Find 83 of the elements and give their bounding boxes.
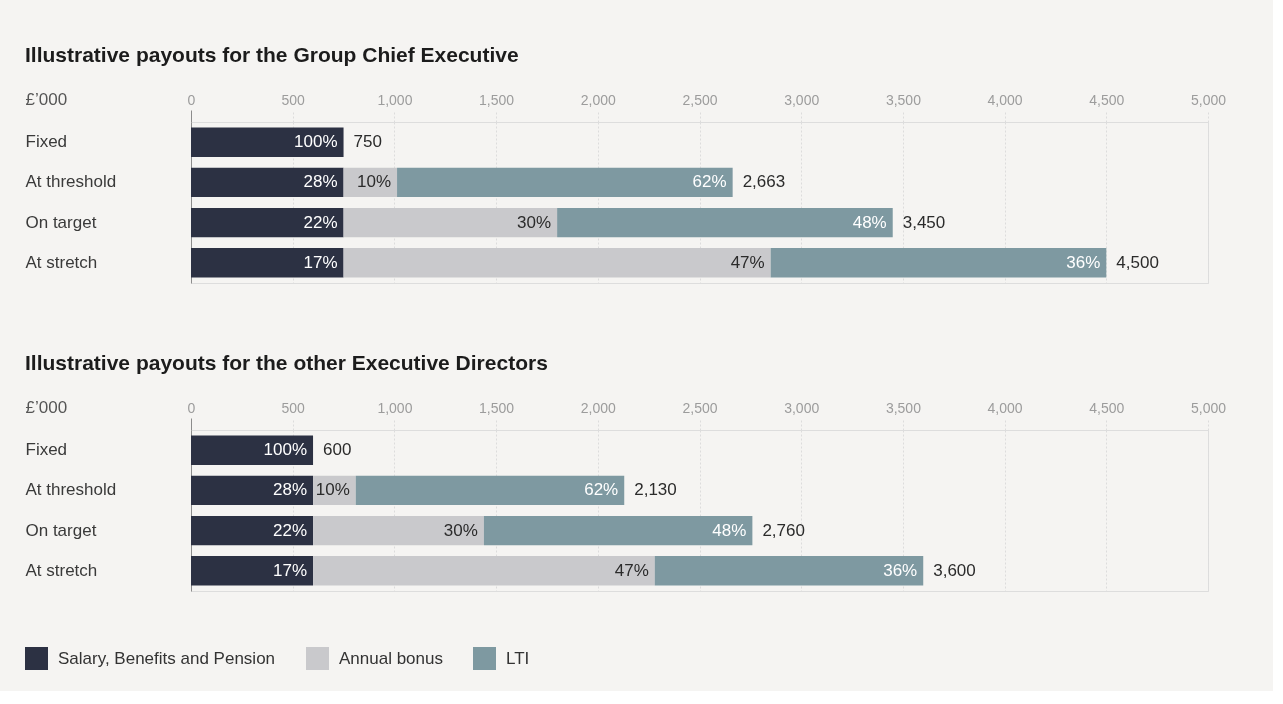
total-label: 600 (323, 440, 352, 460)
x-tick-label: 3,500 (885, 399, 922, 416)
total-label: 750 (353, 132, 382, 152)
chart-title: Illustrative payouts for the other Executive Directors (25, 351, 548, 374)
bar (483, 515, 753, 546)
annotation: 47% (730, 252, 765, 272)
annotation: 28% (303, 172, 338, 192)
bar (355, 475, 625, 506)
bar (191, 515, 314, 546)
x-tick-label: 2,000 (580, 91, 617, 108)
x-tick-label: 5,000 (1190, 91, 1227, 108)
annotation: 10% (315, 480, 350, 500)
x-tick-label: 3,500 (885, 91, 922, 108)
bar (191, 248, 344, 278)
y-tick-label: Fixed (25, 440, 68, 460)
legend-label: LTI (506, 648, 530, 668)
annotation: 28% (273, 480, 308, 500)
y-tick-label: On target (25, 212, 97, 232)
bar (191, 167, 344, 198)
x-tick-label: 2,000 (580, 399, 617, 416)
bar (191, 435, 314, 465)
annotation: 36% (1066, 252, 1101, 272)
annotation: 17% (303, 252, 338, 272)
bar (191, 556, 314, 586)
annotation: 62% (584, 480, 619, 500)
annotation: 17% (273, 560, 308, 580)
annotation: 100% (263, 440, 308, 460)
x-tick-label: 3,000 (784, 399, 820, 416)
annotation: 100% (294, 132, 338, 152)
x-axis-title: £’000 (25, 89, 68, 109)
x-tick-label: 0 (187, 399, 196, 416)
annotation: 22% (303, 212, 338, 232)
total-label: 2,130 (634, 480, 677, 500)
bar (557, 207, 893, 238)
y-tick-label: At stretch (25, 252, 98, 272)
x-tick-label: 500 (281, 91, 306, 108)
annotation: 62% (692, 172, 727, 192)
chart-title: Illustrative payouts for the Group Chief Executive (25, 43, 519, 66)
x-tick-label: 4,000 (987, 91, 1023, 108)
bar (343, 248, 771, 278)
y-tick-label: At threshold (25, 172, 117, 192)
bar (191, 475, 314, 506)
x-tick-label: 4,000 (987, 399, 1023, 416)
annotation: 48% (852, 212, 887, 232)
x-tick-label: 4,500 (1089, 91, 1125, 108)
total-label: 3,600 (933, 560, 976, 580)
bar (770, 248, 1107, 278)
y-tick-label: On target (25, 520, 97, 540)
bar (313, 515, 484, 546)
bar (397, 167, 733, 198)
total-label: 3,450 (902, 212, 946, 232)
legend-label: Salary, Benefits and Pension (58, 648, 276, 668)
bar (191, 127, 344, 157)
bar (313, 556, 655, 586)
x-tick-label: 3,000 (784, 91, 820, 108)
y-tick-label: Fixed (25, 132, 68, 152)
annotation: 47% (614, 560, 649, 580)
annotation: 36% (883, 560, 918, 580)
bar (654, 556, 924, 586)
x-tick-label: 500 (281, 399, 306, 416)
x-tick-label: 1,000 (377, 399, 413, 416)
total-label: 2,663 (742, 172, 786, 192)
total-label: 4,500 (1116, 252, 1159, 272)
annotation: 48% (712, 520, 747, 540)
y-tick-label: At threshold (25, 480, 117, 500)
annotation: 30% (517, 212, 552, 232)
x-tick-label: 0 (187, 91, 196, 108)
annotation: 22% (273, 520, 308, 540)
annotation: 10% (357, 172, 392, 192)
bar (191, 207, 344, 238)
x-tick-label: 2,500 (682, 399, 718, 416)
x-tick-label: 2,500 (682, 91, 718, 108)
total-label: 2,760 (762, 520, 805, 540)
annotation: 30% (443, 520, 478, 540)
bar (343, 207, 558, 238)
legend-label: Annual bonus (339, 648, 443, 668)
x-tick-label: 4,500 (1089, 399, 1125, 416)
y-tick-label: At stretch (25, 560, 98, 580)
x-tick-label: 1,500 (479, 399, 515, 416)
x-tick-label: 5,000 (1190, 399, 1227, 416)
x-tick-label: 1,500 (479, 91, 515, 108)
x-tick-label: 1,000 (377, 91, 413, 108)
x-axis-title: £’000 (25, 397, 68, 417)
